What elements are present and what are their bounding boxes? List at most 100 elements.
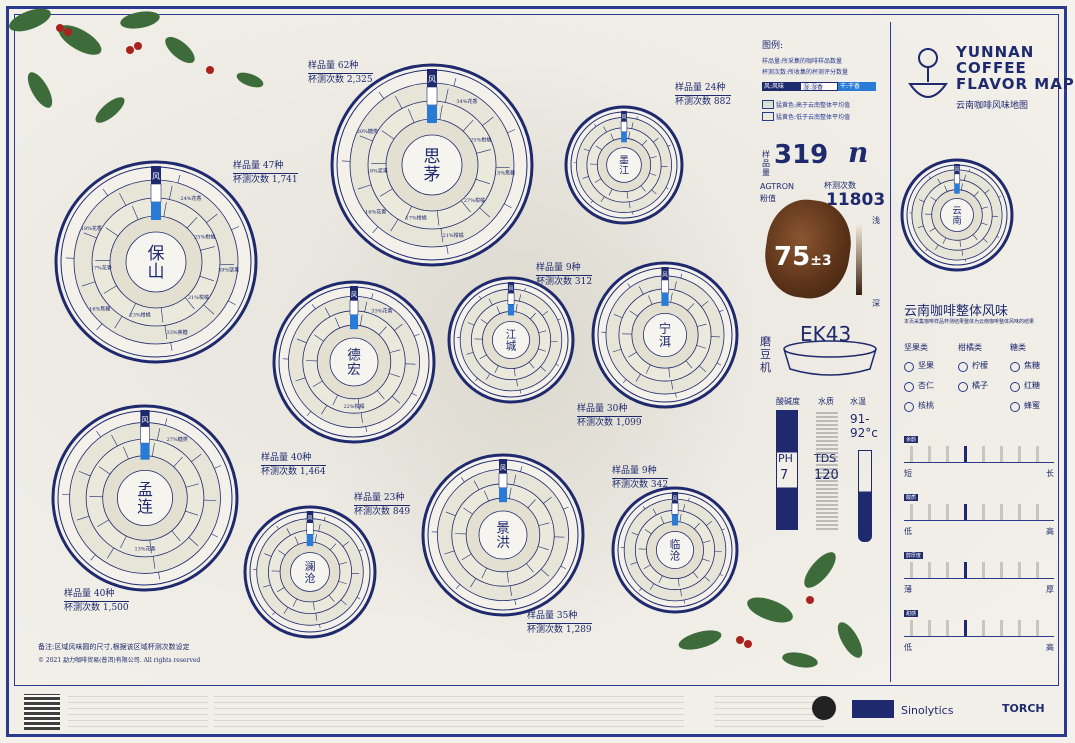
scale-tick <box>910 504 913 520</box>
wheel-dehong-segment: 33%花香 <box>371 308 392 315</box>
wheel-simao-flavor-letter: 风 <box>428 75 436 84</box>
flavor-icon-3 <box>904 382 914 392</box>
flavor-item: 坚果 <box>918 361 934 370</box>
wheel-ninger-flavor-bar <box>661 267 669 280</box>
scale-tick <box>964 562 967 578</box>
logo-sinolytics: Sinolytics <box>901 704 954 717</box>
overall-subtitle: 本页采集咖啡样品杯测结果整体为云南咖啡整体风味的结果 <box>904 319 1035 325</box>
scale-tick <box>964 504 967 520</box>
scale-low: 低 <box>904 527 912 536</box>
wheel-yunnan: 风云南 <box>900 158 1014 272</box>
wheel-baoshan-segment: 33%焦糖 <box>167 329 188 336</box>
wheel-mojiang: 风墨江 <box>564 105 684 225</box>
scale-tick <box>928 504 931 520</box>
scale-tick <box>928 446 931 462</box>
legend-bar-aroma: 湿:湿香 <box>800 82 838 91</box>
wheel-simao-segment: 20%糖类 <box>357 128 378 135</box>
copyright: © 2021 勐力咖啡贸易(普洱)有限公司. All rights reserv… <box>38 657 201 664</box>
roast-dark: 深 <box>872 299 880 308</box>
scale-tick <box>1018 446 1021 462</box>
ph-gauge <box>776 410 798 530</box>
wheel-baoshan-segment: 17%花香 <box>91 265 112 272</box>
wheel-simao-segment: 34%花香 <box>456 98 477 105</box>
legend-sw1: 猛黄色:高于云南整体平均值 <box>776 102 851 109</box>
wheel-simao: 风 34%花香 25%柑橘 15%焦糖 27%柑橘 21%柑橘 17%柑橘 16%花香 18%浆… <box>330 63 534 267</box>
scale-tag: 余韵 <box>904 436 919 443</box>
scale-tick <box>1036 446 1039 462</box>
scale-tick <box>946 446 949 462</box>
scale-tick <box>946 562 949 578</box>
wheel-ninger: 风宁洱 <box>591 261 739 409</box>
wheel-baoshan-segment: 24%花香 <box>180 195 201 202</box>
wheel-baoshan-segment: 39%坚果 <box>218 267 239 274</box>
coffee-branch-top-left <box>9 8 264 123</box>
flavor-icon-7 <box>1010 402 1020 412</box>
wheel-jinghong: 风景洪 <box>421 453 585 617</box>
scale-low: 短 <box>904 469 912 478</box>
scale-tick <box>928 620 931 636</box>
wheel-lincang-name-char: 临 <box>670 538 681 551</box>
ph-value: 7 <box>780 468 789 483</box>
scale-tick <box>982 562 985 578</box>
scale-tick <box>1036 562 1039 578</box>
wheel-jiangcheng-flavor-letter: 风 <box>508 286 513 292</box>
scale-tag: 甜感 <box>904 610 919 617</box>
panel-divider <box>890 22 891 682</box>
grinder-burr-icon <box>783 340 877 376</box>
temp-value: 91-92°c <box>850 412 878 440</box>
footer <box>14 690 1059 736</box>
cat-citrus: 柑橘类 <box>958 343 982 352</box>
partner-logo-dark <box>852 700 894 718</box>
tds-label: 水质 <box>818 397 834 406</box>
cat-sugar: 糖类 <box>1010 343 1026 352</box>
logo-torch: TORCH <box>1002 702 1045 715</box>
flavor-icon-1 <box>958 362 968 372</box>
scale-tick <box>1036 504 1039 520</box>
wheel-jiangcheng: 风江城 <box>447 276 575 404</box>
flavor-item: 蜂蜜 <box>1024 401 1040 410</box>
thermometer <box>858 450 872 542</box>
agtron-cn: 粉值 <box>760 194 776 203</box>
scale-tick <box>946 504 949 520</box>
temp-label: 水温 <box>850 397 866 406</box>
wheel-jinghong-flavor-letter: 风 <box>500 463 507 471</box>
scale-low: 低 <box>904 643 912 652</box>
wheel-menglian-name-char: 连 <box>137 497 153 516</box>
partner-badge <box>812 696 836 720</box>
tds-name: TDS <box>814 452 837 465</box>
wheel-mojiang-name-char: 江 <box>619 165 629 177</box>
scale-tick <box>946 620 949 636</box>
scale-tick <box>1000 562 1003 578</box>
scale-tick <box>910 446 913 462</box>
samples-label: 样品量 <box>762 150 770 177</box>
flavor-item: 红糖 <box>1024 381 1040 390</box>
flavor-icon-2 <box>1010 362 1020 372</box>
label-dehong: 样品量 40种 杯测次数 1,464 <box>261 453 326 477</box>
scale-high: 高 <box>1046 527 1054 536</box>
legend-bar-dry: 干:干香 <box>838 82 876 91</box>
scale-high: 厚 <box>1046 585 1054 594</box>
legend-title: 图例: <box>762 41 784 51</box>
wheel-baoshan-segment: 21%柑橘 <box>188 294 209 301</box>
wheel-lincang-name-char: 沧 <box>670 549 681 562</box>
label-ninger: 样品量 30种 杯测次数 1,099 <box>577 404 642 428</box>
wheel-simao-flavor-bar <box>427 69 437 87</box>
wheel-menglian-name-char: 孟 <box>137 480 153 499</box>
legend-bar-flavor: 风:风味 <box>762 82 800 91</box>
ph-label: 酸碱度 <box>776 397 800 406</box>
scale-tick <box>964 620 967 636</box>
wheel-dehong-flavor-letter: 风 <box>351 290 358 298</box>
n-symbol: n <box>848 136 869 169</box>
scale-tick <box>1018 562 1021 578</box>
wheel-simao-segment: 17%柑橘 <box>406 215 427 222</box>
wheel-lincang-flavor-letter: 风 <box>672 496 677 502</box>
scale-tick <box>910 562 913 578</box>
wheel-simao-name-char: 茅 <box>424 165 441 185</box>
wheel-simao-segment: 16%花香 <box>365 208 386 215</box>
tds-value: 120 <box>814 468 839 483</box>
wheel-simao-segment: 25%柑橘 <box>470 136 491 143</box>
flavor-item: 橘子 <box>972 381 988 390</box>
wheel-simao-name-char: 思 <box>424 147 441 167</box>
agtron-label: AGTRON <box>760 182 794 191</box>
wheel-dehong-flavor-bar <box>350 286 358 301</box>
